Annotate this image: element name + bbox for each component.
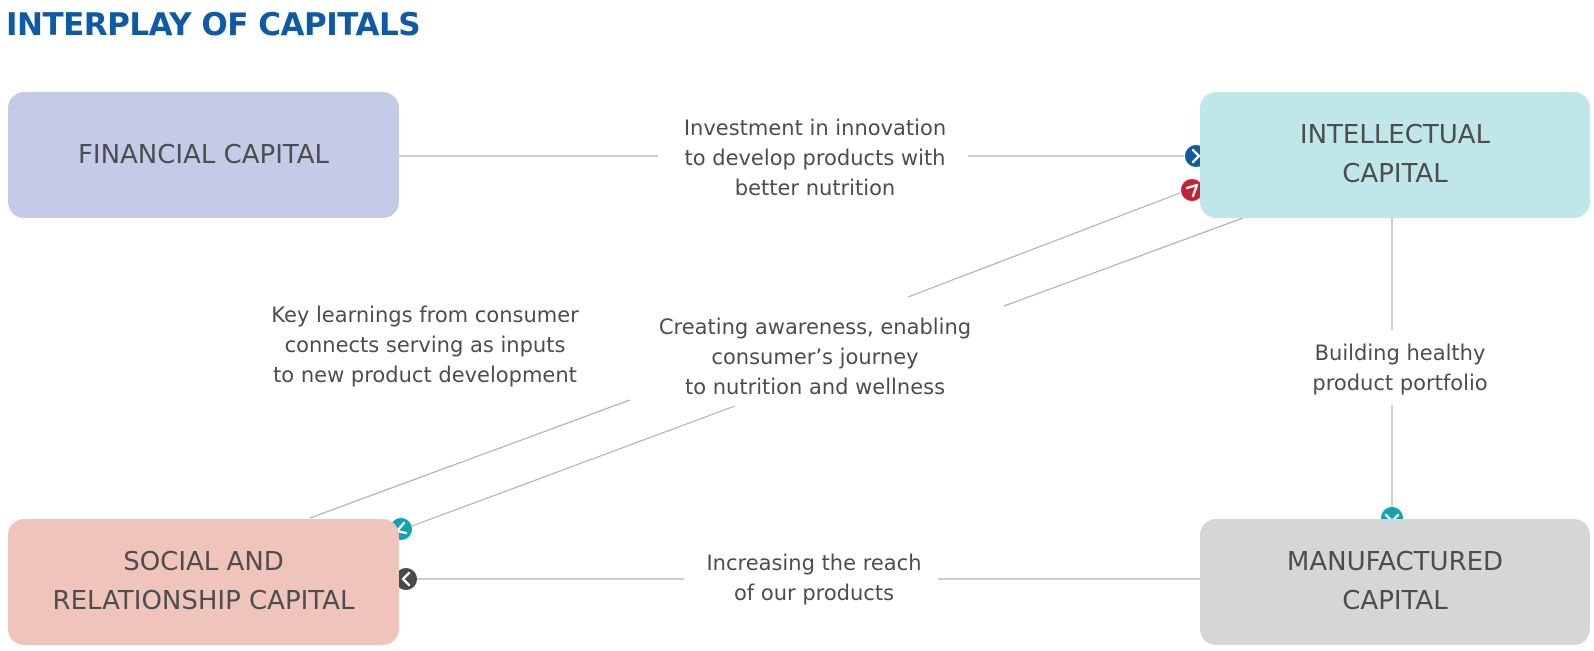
edge-keylearn-label-line1: Key learnings from consumer [271, 303, 579, 327]
node-intellectual-label-line2: CAPITAL [1342, 159, 1448, 189]
edge-building-label: Building healthy product portfolio [1290, 338, 1510, 398]
node-intellectual-label-line1: INTELLECTUAL [1299, 120, 1491, 150]
node-manufactured-label-line1: MANUFACTURED [1286, 547, 1504, 577]
node-manufactured-capital: MANUFACTURED CAPITAL [1200, 519, 1590, 645]
edge-investment-label-line2: to develop products with [684, 146, 946, 170]
edge-building-label-line2: product portfolio [1312, 371, 1488, 395]
edge-investment-label: Investment in innovation to develop prod… [660, 113, 970, 203]
node-manufactured-label-line2: CAPITAL [1342, 586, 1448, 616]
edge-awareness-label: Creating awareness, enabling consumer’s … [640, 312, 990, 402]
edge-keylearn-marker-icon [1181, 179, 1203, 201]
edge-investment-label-line1: Investment in innovation [683, 116, 947, 140]
edge-keylearn-line-lower [309, 399, 631, 519]
edge-awareness-label-line1: Creating awareness, enabling [658, 315, 972, 339]
node-financial-capital: FINANCIAL CAPITAL [8, 92, 399, 218]
edge-reach-label-line2: of our products [733, 581, 895, 605]
edge-keylearn-label-line2: connects serving as inputs [284, 333, 566, 357]
edge-investment-label-line3: better nutrition [734, 176, 896, 200]
edge-reach-marker-icon [395, 568, 417, 590]
edge-awareness-label-line2: consumer’s journey [711, 345, 919, 369]
edge-awareness-line-upper [1003, 217, 1244, 307]
node-financial-label: FINANCIAL CAPITAL [77, 139, 330, 170]
edge-awareness-label-line3: to nutrition and wellness [684, 375, 946, 399]
edge-reach-label: Increasing the reach of our products [688, 548, 940, 608]
edge-awareness-line-lower [411, 405, 736, 527]
edge-keylearn-label: Key learnings from consumer connects ser… [245, 300, 605, 390]
node-social-label-line2: RELATIONSHIP CAPITAL [52, 586, 355, 616]
node-intellectual-capital: INTELLECTUAL CAPITAL [1200, 92, 1590, 218]
node-social-relationship-capital: SOCIAL AND RELATIONSHIP CAPITAL [8, 519, 399, 645]
edge-building-label-line1: Building healthy [1314, 341, 1486, 365]
edge-keylearn-line-upper [907, 192, 1181, 298]
edge-reach-label-line1: Increasing the reach [706, 551, 922, 575]
node-social-label-line1: SOCIAL AND [123, 547, 284, 577]
edge-keylearn-label-line3: to new product development [273, 363, 577, 387]
edge-reach-marker-circle [395, 568, 417, 590]
diagram-title: INTERPLAY OF CAPITALS [6, 7, 421, 43]
